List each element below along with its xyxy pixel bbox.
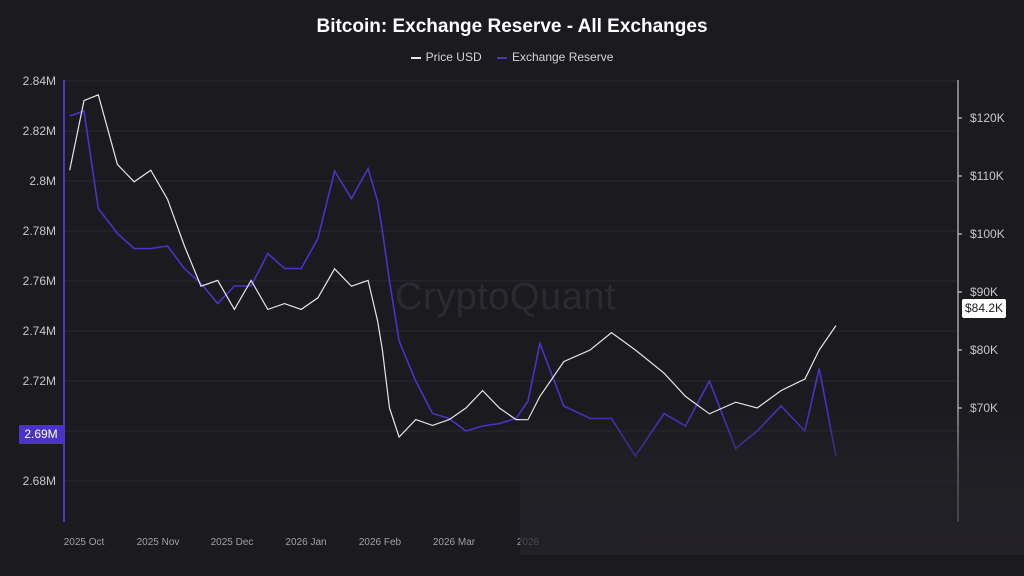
x-tick-label: 2026 <box>517 537 540 548</box>
x-tick-label: 2026 Jan <box>285 537 326 548</box>
watermark: CryptoQuant <box>395 276 616 318</box>
right-axis-ticks: $70K $80K $90K $100K $110K $120K <box>958 111 1005 415</box>
legend-label-reserve: Exchange Reserve <box>511 50 614 64</box>
reserve-swatch-icon <box>496 56 507 59</box>
series-line-price-usd <box>69 93 837 439</box>
right-tick-label: $70K <box>970 401 998 415</box>
x-axis-ticks: 2025 Oct 2025 Nov 2025 Dec 2026 Jan 2026 Feb… <box>64 537 540 548</box>
chart-title: Bitcoin: Exchange Reserve - All Exchange… <box>316 16 708 37</box>
left-tick-label: 2.78M <box>23 224 56 238</box>
right-tick-label: $100K <box>970 227 1005 241</box>
left-tick-label: 2.84M <box>23 74 56 88</box>
x-tick-label: 2025 Dec <box>211 537 254 548</box>
right-tick-label: $120K <box>970 111 1005 125</box>
left-tick-label: 2.68M <box>23 474 56 488</box>
x-tick-label: 2026 Mar <box>433 537 476 548</box>
right-tick-label: $90K <box>970 285 998 299</box>
legend: Price USD Exchange Reserve <box>0 50 1024 64</box>
left-tick-label: 2.74M <box>23 324 56 338</box>
legend-label-price: Price USD <box>425 50 482 64</box>
x-tick-label: 2025 Oct <box>64 537 105 548</box>
series-line-exchange-reserve <box>69 109 837 458</box>
price-swatch-icon <box>410 56 421 59</box>
current-price-badge: $84.2K <box>962 299 1006 318</box>
x-tick-label: 2026 Feb <box>359 537 402 548</box>
right-tick-label: $110K <box>970 169 1004 183</box>
left-tick-label: 2.72M <box>23 374 56 388</box>
x-tick-label: 2025 Nov <box>137 537 180 548</box>
current-reserve-badge: 2.69M <box>19 425 63 444</box>
left-tick-label: 2.82M <box>23 124 56 138</box>
right-tick-label: $80K <box>970 343 998 357</box>
left-tick-label: 2.76M <box>23 274 56 288</box>
grid <box>64 80 958 482</box>
left-tick-label: 2.8M <box>29 174 56 188</box>
legend-item-reserve[interactable]: Exchange Reserve <box>496 50 614 64</box>
legend-item-price[interactable]: Price USD <box>410 50 482 64</box>
